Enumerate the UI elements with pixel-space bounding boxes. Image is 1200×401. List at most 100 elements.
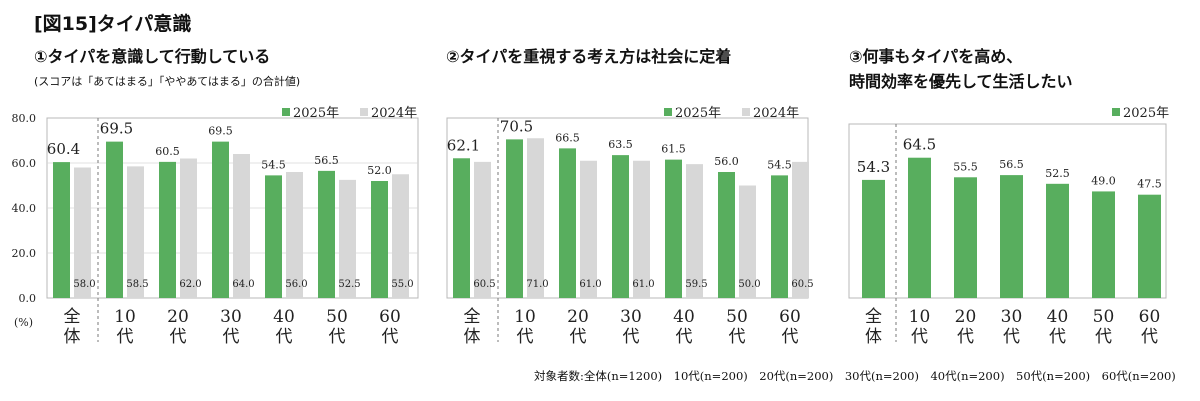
bar-2025年-20代 — [559, 148, 576, 298]
category-label: 代 — [676, 327, 693, 347]
bar-2024年-60代 — [792, 161, 809, 298]
category-label: 50 — [1093, 307, 1115, 327]
bar-2024年-40代 — [686, 164, 703, 298]
legend-label: 2025年 — [675, 106, 721, 121]
value-label-2025年: 63.5 — [608, 138, 633, 151]
category-label: 体 — [64, 327, 81, 347]
category-label: 10 — [514, 307, 536, 327]
value-label-2024年: 58.0 — [73, 279, 95, 290]
value-label-2024年: 52.5 — [338, 279, 360, 290]
bar-2024年-50代 — [739, 185, 756, 298]
value-label-2025年: 69.5 — [100, 120, 133, 138]
category-label: 代 — [1141, 327, 1158, 347]
value-label-2025年: 60.5 — [155, 145, 180, 158]
category-label: 代 — [329, 327, 346, 347]
y-tick-label: 0.0 — [19, 292, 37, 305]
bar-2024年-20代 — [580, 160, 597, 298]
value-label-2024年: 60.5 — [473, 279, 495, 290]
y-tick-label: 80.0 — [12, 112, 37, 125]
y-tick-label: 40.0 — [12, 202, 37, 215]
value-label-2025年: 61.5 — [661, 143, 686, 156]
category-label: 代 — [911, 327, 928, 347]
category-label: 20 — [955, 307, 977, 327]
bar-2025年-30代 — [612, 155, 629, 298]
value-label-2025年: 52.5 — [1045, 167, 1070, 180]
bar-2025年-60代 — [1138, 194, 1161, 298]
figure-title: [図15]タイパ意識 — [34, 13, 192, 35]
bar-2025年-40代 — [1046, 183, 1069, 298]
category-label: 20 — [567, 307, 589, 327]
value-label-2025年: 62.1 — [447, 136, 480, 154]
category-label: 代 — [957, 327, 974, 347]
bar-2024年-60代 — [392, 174, 409, 298]
category-label: 代 — [117, 327, 134, 347]
bar-2024年-40代 — [286, 172, 303, 298]
value-label-2025年: 60.4 — [47, 140, 80, 158]
y-unit-label: (%) — [14, 316, 33, 329]
bar-2025年-10代 — [106, 141, 123, 298]
category-label: 代 — [1049, 327, 1066, 347]
category-label: 40 — [273, 307, 295, 327]
category-label: 代 — [623, 327, 640, 347]
category-label: 代 — [570, 327, 587, 347]
bar-2024年-20代 — [180, 158, 197, 298]
bar-2025年-50代 — [1092, 191, 1115, 298]
bar-2025年-40代 — [665, 159, 682, 298]
panel-2-title: ②タイパを重視する考え方は社会に定着 — [446, 47, 732, 66]
category-label: 代 — [276, 327, 293, 347]
value-label-2025年: 56.5 — [314, 154, 339, 167]
bar-2025年-全体 — [862, 179, 885, 298]
category-label: 全 — [865, 307, 882, 327]
category-label: 50 — [326, 307, 348, 327]
value-label-2024年: 56.0 — [285, 279, 307, 290]
value-label-2025年: 64.5 — [903, 136, 936, 154]
category-label: 20 — [167, 307, 189, 327]
sample-size-footnote: 対象者数:全体(n=1200) 10代(n=200) 20代(n=200) 30… — [534, 369, 1176, 383]
bar-2025年-全体 — [453, 158, 470, 298]
legend-swatch — [1112, 108, 1120, 116]
category-label: 60 — [1139, 307, 1161, 327]
value-label-2025年: 56.5 — [999, 158, 1024, 171]
legend-label: 2024年 — [371, 106, 417, 121]
value-label-2024年: 50.0 — [738, 279, 760, 290]
legend-label: 2024年 — [753, 106, 799, 121]
value-label-2025年: 54.3 — [857, 158, 890, 176]
category-label: 代 — [782, 327, 799, 347]
value-label-2025年: 55.5 — [953, 160, 978, 173]
value-label-2024年: 61.0 — [579, 279, 601, 290]
category-label: 30 — [220, 307, 242, 327]
category-label: 代 — [1003, 327, 1020, 347]
category-label: 全 — [464, 307, 481, 327]
bar-2025年-40代 — [265, 175, 282, 298]
bar-2025年-60代 — [371, 181, 388, 298]
panel-1-title: ①タイパを意識して行動している — [34, 47, 271, 66]
category-label: 60 — [779, 307, 801, 327]
bar-2025年-20代 — [954, 177, 977, 298]
legend-label: 2025年 — [1123, 106, 1169, 121]
category-label: 60 — [379, 307, 401, 327]
category-label: 50 — [726, 307, 748, 327]
legend-swatch — [282, 108, 290, 116]
value-label-2024年: 58.5 — [126, 279, 148, 290]
legend-swatch — [360, 108, 368, 116]
legend-swatch — [664, 108, 672, 116]
bar-2025年-60代 — [771, 175, 788, 298]
value-label-2025年: 56.0 — [714, 155, 739, 168]
bar-2025年-50代 — [718, 172, 735, 298]
bar-2024年-全体 — [74, 167, 91, 298]
y-tick-label: 20.0 — [12, 247, 37, 260]
category-label: 代 — [170, 327, 187, 347]
legend-label: 2025年 — [293, 106, 339, 121]
value-label-2025年: 54.5 — [767, 158, 792, 171]
bar-2025年-50代 — [318, 170, 335, 298]
legend-swatch — [742, 108, 750, 116]
category-label: 代 — [223, 327, 240, 347]
value-label-2024年: 59.5 — [685, 279, 707, 290]
bar-2024年-全体 — [474, 161, 491, 298]
value-label-2024年: 61.0 — [632, 279, 654, 290]
category-label: 代 — [729, 327, 746, 347]
category-label: 40 — [673, 307, 695, 327]
panel-3-title: ③何事もタイパを高め、 時間効率を優先して生活したい — [849, 47, 1073, 91]
panel-1-subtitle: (スコアは「あてはまる」「ややあてはまる」の合計値) — [34, 75, 301, 88]
